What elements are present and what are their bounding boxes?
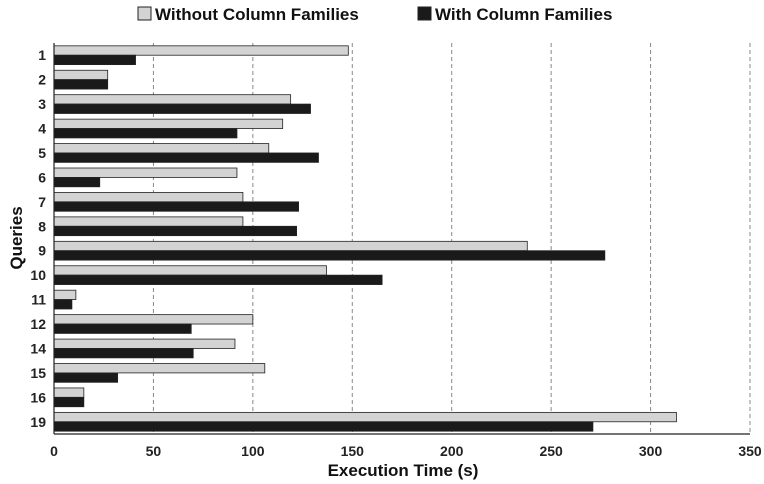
bar-with-query-9 <box>53 250 606 261</box>
y-tick-label-19: 19 <box>30 414 46 430</box>
bar-without-query-7 <box>53 192 244 203</box>
bar-without-query-1 <box>53 45 349 56</box>
bar-with-query-5 <box>53 152 319 163</box>
x-tick-labels: 0 50 100 150 200 250 300 350 <box>50 443 762 459</box>
y-tick-label-15: 15 <box>30 365 46 381</box>
bar-with-query-10 <box>53 274 383 285</box>
y-tick-label-14: 14 <box>30 340 46 356</box>
bar-without-query-3 <box>53 94 292 105</box>
bar-without-query-15 <box>53 363 266 374</box>
legend-swatch-without <box>137 6 152 21</box>
bar-without-query-11 <box>53 289 77 300</box>
bar-without-query-4 <box>53 118 284 129</box>
x-tick-label-150: 150 <box>341 443 365 459</box>
bar-with-query-7 <box>53 201 299 212</box>
bar-without-query-9 <box>53 240 528 252</box>
bar-without-query-16 <box>53 387 85 398</box>
y-tick-label-7: 7 <box>38 194 46 210</box>
x-tick-label-200: 200 <box>440 443 464 459</box>
bar-with-query-8 <box>53 225 298 237</box>
y-tick-label-10: 10 <box>30 267 46 283</box>
y-tick-label-2: 2 <box>38 72 46 88</box>
bar-without-query-10 <box>53 265 327 276</box>
x-tick-label-100: 100 <box>241 443 265 459</box>
bar-without-query-12 <box>53 314 254 325</box>
legend-swatch-with <box>417 6 432 21</box>
bar-with-query-3 <box>53 103 311 114</box>
bar-with-query-12 <box>53 323 192 334</box>
x-tick-label-250: 250 <box>539 443 563 459</box>
x-axis-title: Execution Time (s) <box>328 461 479 480</box>
y-tick-label-12: 12 <box>30 316 46 332</box>
bar-with-query-11 <box>53 299 73 310</box>
bar-with-query-1 <box>53 54 136 66</box>
bar-without-query-5 <box>53 143 270 154</box>
y-tick-label-6: 6 <box>38 169 46 185</box>
y-tick-label-4: 4 <box>38 121 46 137</box>
bar-with-query-16 <box>53 396 85 408</box>
bars <box>53 45 677 432</box>
x-tick-label-350: 350 <box>738 443 762 459</box>
axes <box>53 43 750 435</box>
x-tick-label-300: 300 <box>639 443 663 459</box>
y-axis-title: Queries <box>7 206 26 269</box>
bar-with-query-4 <box>53 128 238 139</box>
legend-label-with: With Column Families <box>435 5 612 24</box>
y-tick-label-9: 9 <box>38 243 46 259</box>
bar-without-query-6 <box>53 167 238 178</box>
bar-with-query-15 <box>53 372 119 383</box>
bar-without-query-8 <box>53 216 244 227</box>
y-tick-label-3: 3 <box>38 96 46 112</box>
bar-with-query-19 <box>53 421 594 432</box>
bar-without-query-2 <box>53 69 109 81</box>
bar-without-query-14 <box>53 338 236 349</box>
y-tick-label-16: 16 <box>30 389 46 405</box>
bar-with-query-14 <box>53 348 194 359</box>
y-tick-label-11: 11 <box>31 292 46 308</box>
bar-without-query-19 <box>53 411 677 423</box>
bar-with-query-6 <box>53 177 101 188</box>
y-tick-label-5: 5 <box>38 145 46 161</box>
x-tick-label-0: 0 <box>50 443 58 459</box>
y-tick-label-1: 1 <box>38 47 46 63</box>
legend: Without Column Families With Column Fami… <box>137 5 612 24</box>
x-tick-label-50: 50 <box>146 443 162 459</box>
bar-with-query-2 <box>53 79 109 90</box>
y-tick-label-8: 8 <box>38 218 46 234</box>
legend-label-without: Without Column Families <box>155 5 359 24</box>
